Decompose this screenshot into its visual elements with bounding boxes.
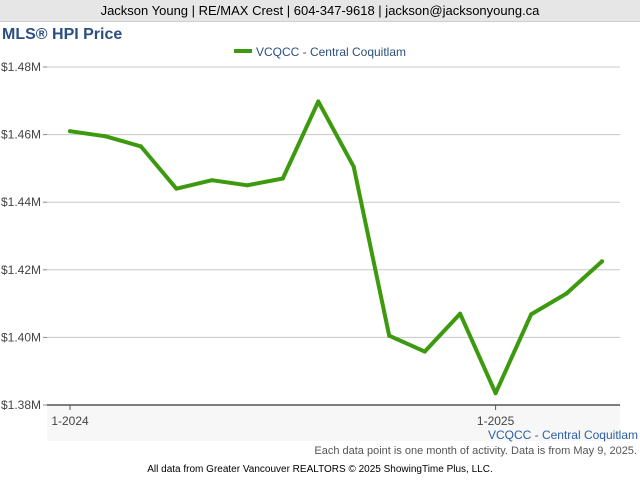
data-point (209, 178, 214, 183)
x-axis-band (47, 405, 620, 441)
data-point (458, 311, 463, 316)
legend-label: VCQCC - Central Coquitlam (255, 45, 407, 59)
data-point (600, 259, 604, 264)
y-tick-label: $1.46M (1, 128, 41, 142)
data-point (564, 291, 569, 296)
x-tick-label: 1-2025 (477, 414, 515, 428)
data-point (103, 134, 108, 139)
data-point (529, 312, 534, 317)
y-tick-label: $1.44M (1, 195, 41, 209)
data-point (138, 144, 143, 149)
data-note: Each data point is one month of activity… (314, 445, 637, 457)
legend-swatch (233, 48, 252, 53)
y-tick-label: $1.38M (1, 398, 41, 412)
y-tick-label: $1.48M (1, 60, 41, 74)
chart-legend[interactable]: VCQCC - Central Coquitlam (0, 45, 640, 59)
data-point (280, 176, 285, 181)
data-point (316, 99, 321, 104)
data-point (245, 183, 250, 188)
data-point (351, 164, 356, 169)
y-tick-label: $1.40M (1, 330, 41, 344)
contact-info: Jackson Young | RE/MAX Crest | 604-347-9… (100, 3, 540, 18)
header-bar: Jackson Young | RE/MAX Crest | 604-347-9… (0, 0, 640, 22)
chart-title: MLS® HPI Price (2, 26, 123, 43)
data-point (493, 391, 498, 396)
x-tick-label: 1-2024 (51, 414, 89, 428)
data-point (387, 333, 392, 338)
y-tick-label: $1.42M (1, 263, 41, 277)
data-point (422, 349, 427, 354)
series-line (68, 99, 604, 396)
data-point (68, 129, 72, 134)
footer-credit: All data from Greater Vancouver REALTORS… (147, 464, 493, 475)
data-point (174, 186, 179, 191)
series-caption: VCQCC - Central Coquitlam (487, 428, 638, 442)
